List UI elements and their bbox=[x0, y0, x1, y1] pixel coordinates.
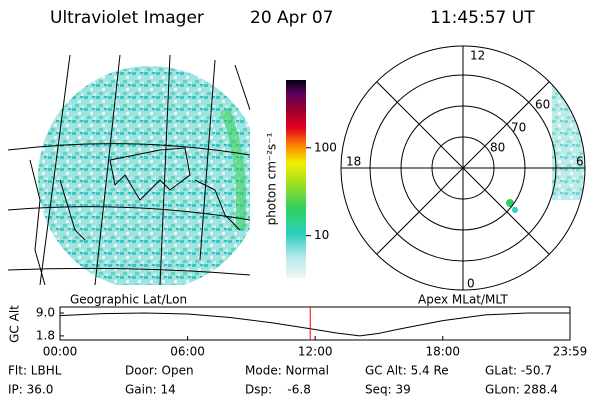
status-field: Dsp: -6.8 bbox=[245, 383, 311, 397]
time: 11:45:57 UT bbox=[430, 8, 535, 28]
status-field: Door: Open bbox=[125, 364, 194, 378]
colorbar-tick-label: 10 bbox=[314, 228, 329, 242]
mlt-label: 6 bbox=[576, 155, 584, 169]
x-tick-label: 23:59 bbox=[553, 345, 588, 359]
x-tick-label: 12:00 bbox=[298, 345, 333, 359]
colorbar-label: photon cm⁻²s⁻¹ bbox=[265, 132, 279, 225]
y-tick-label: 9.0 bbox=[36, 306, 55, 320]
polar-image bbox=[340, 45, 586, 291]
alt-ylabel: GC Alt bbox=[8, 305, 22, 343]
mlt-label: 12 bbox=[470, 49, 485, 63]
status-field: Seq: 39 bbox=[365, 383, 411, 397]
status-field: Flt: LBHL bbox=[8, 364, 62, 378]
status-field: IP: 36.0 bbox=[8, 383, 53, 397]
status-field: Gain: 14 bbox=[125, 383, 176, 397]
altitude-line bbox=[59, 312, 570, 337]
geographic-image bbox=[8, 54, 250, 285]
panel-label: Geographic Lat/Lon bbox=[70, 293, 187, 307]
x-tick-label: 00:00 bbox=[43, 345, 78, 359]
x-tick-label: 06:00 bbox=[170, 345, 205, 359]
title: Ultraviolet Imager bbox=[50, 8, 204, 28]
panel-label: Apex MLat/MLT bbox=[418, 293, 508, 307]
status-field: GLon: 288.4 bbox=[485, 383, 558, 397]
mlt-label: 18 bbox=[346, 155, 361, 169]
x-tick-label: 18:00 bbox=[425, 345, 460, 359]
lat-label: 70 bbox=[511, 121, 526, 135]
lat-label: 80 bbox=[490, 141, 505, 155]
alt-frame bbox=[59, 306, 571, 341]
lat-label: 60 bbox=[535, 98, 550, 112]
date: 20 Apr 07 bbox=[250, 8, 333, 28]
status-field: GC Alt: 5.4 Re bbox=[365, 364, 449, 378]
colorbar bbox=[286, 80, 306, 278]
y-tick-label: 1.8 bbox=[36, 328, 55, 342]
status-field: GLat: -50.7 bbox=[485, 364, 552, 378]
colorbar-tick-label: 100 bbox=[314, 140, 337, 154]
status-field: Mode: Normal bbox=[245, 364, 329, 378]
mlt-label: 0 bbox=[467, 277, 475, 291]
